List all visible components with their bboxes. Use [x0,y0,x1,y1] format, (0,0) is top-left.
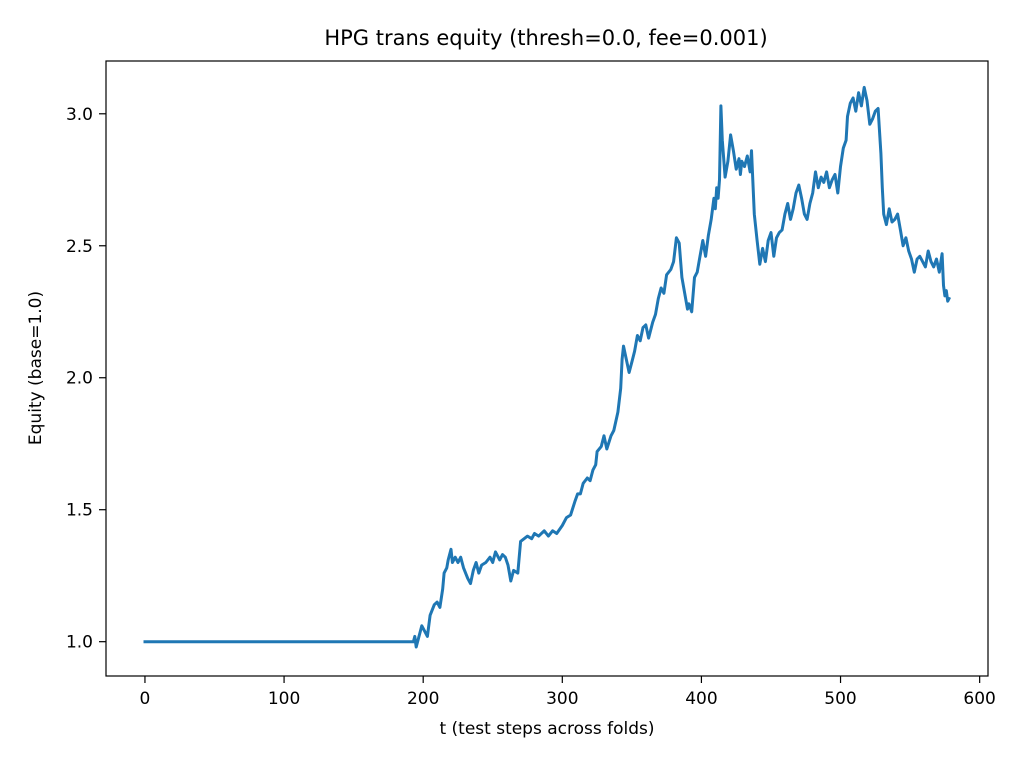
plot-area [143,85,952,649]
y-tick-label: 3.0 [66,105,93,125]
plot-frame [105,60,989,677]
equity-series-line [143,85,952,649]
x-tick-label: 0 [140,689,151,709]
x-tick-label: 300 [546,689,578,709]
x-axis-label: t (test steps across folds) [439,719,654,739]
y-tick-label: 2.0 [66,369,93,389]
x-tick-label: 400 [685,689,717,709]
x-tick-label: 200 [407,689,439,709]
y-tick-label: 1.5 [66,501,93,521]
x-axis: 0 100 200 300 400 500 600 [140,676,996,709]
x-tick-label: 100 [268,689,300,709]
y-tick-label: 2.5 [66,237,93,257]
y-tick-label: 1.0 [66,633,93,653]
x-tick-label: 600 [963,689,995,709]
x-tick-label: 500 [824,689,856,709]
y-axis-label: Equity (base=1.0) [26,291,46,445]
chart-title: HPG trans equity (thresh=0.0, fee=0.001) [324,26,767,50]
y-axis: 1.0 1.5 2.0 2.5 3.0 [66,105,106,653]
